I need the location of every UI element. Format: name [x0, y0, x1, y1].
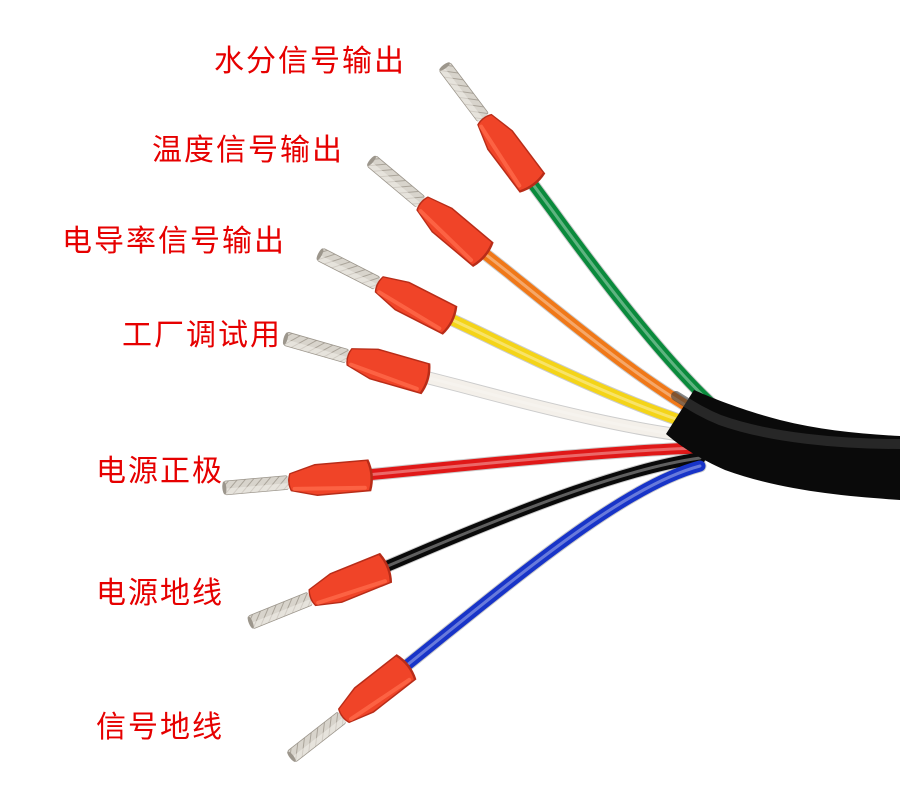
ferrule-temperature [360, 147, 496, 269]
ferrule-vcc [221, 459, 374, 504]
label-temperature: 温度信号输出 [152, 125, 344, 169]
label-factory: 工厂调试用 [122, 310, 282, 354]
ferrule-conductivity [311, 239, 460, 336]
ferrule-factory [279, 323, 433, 395]
label-gnd: 电源地线 [96, 568, 224, 612]
label-vcc: 电源正极 [96, 446, 224, 490]
label-moisture: 水分信号输出 [214, 36, 406, 80]
wiring-diagram [0, 0, 900, 809]
ferrule-gnd [243, 552, 395, 638]
label-signal_gnd: 信号地线 [96, 702, 224, 746]
label-conductivity: 电导率信号输出 [62, 216, 286, 260]
ferrule-signal_gnd [280, 652, 419, 770]
ferrule-moisture [431, 55, 547, 195]
